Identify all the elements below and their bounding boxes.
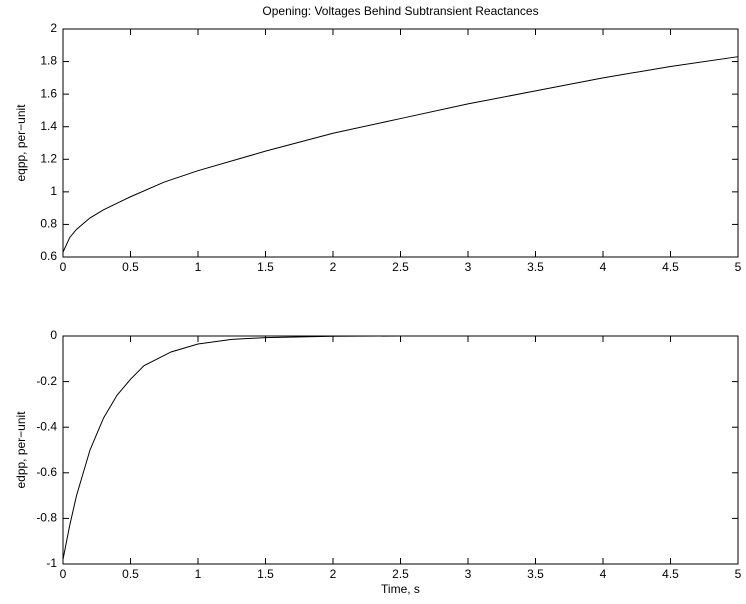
y-tick-label: 1.8 (40, 54, 57, 68)
y-tick-label: 2 (50, 21, 57, 35)
x-tick-label: 5 (735, 260, 742, 274)
y-tick-label: 0.8 (40, 217, 57, 231)
x-tick-label: 0 (60, 260, 67, 274)
x-tick-label: 0.5 (122, 567, 139, 581)
y-tick-label: -0.8 (36, 511, 57, 525)
y-tick-label: 1 (50, 184, 57, 198)
y-tick-label: -0.2 (36, 374, 57, 388)
x-tick-label: 3 (465, 260, 472, 274)
x-tick-label: 0 (60, 567, 67, 581)
x-tick-label: 4 (600, 260, 607, 274)
x-tick-label: 1 (195, 567, 202, 581)
x-tick-label: 1.5 (257, 567, 274, 581)
y-tick-label: 0.6 (40, 249, 57, 263)
x-tick-label: 3.5 (527, 567, 544, 581)
x-tick-label: 5 (735, 567, 742, 581)
x-tick-label: 2 (330, 567, 337, 581)
axes-box (62, 335, 739, 565)
line-series (62, 335, 738, 560)
y-tick-label: -1 (46, 556, 57, 570)
x-tick-label: 0.5 (122, 260, 139, 274)
x-axis-label: Time, s (381, 582, 420, 596)
y-tick-label: 1.2 (40, 151, 57, 165)
y-axis-label: eqpp, per−unit (14, 104, 28, 182)
x-tick-label: 2.5 (392, 567, 409, 581)
y-tick-label: 1.4 (40, 119, 57, 133)
y-tick-label: -0.6 (36, 465, 57, 479)
x-tick-label: 3 (465, 567, 472, 581)
line-series (62, 56, 739, 253)
x-tick-label: 1 (195, 260, 202, 274)
x-tick-label: 2 (330, 260, 337, 274)
y-tick-label: 0 (50, 328, 57, 342)
x-tick-label: 2.5 (392, 260, 409, 274)
y-tick-label: -0.4 (36, 419, 57, 433)
chart-title: Opening: Voltages Behind Subtransient Re… (262, 4, 538, 18)
x-tick-label: 4.5 (662, 567, 679, 581)
y-axis-label: edpp, per−unit (14, 411, 28, 489)
y-tick-label: 1.6 (40, 86, 57, 100)
axes-box (62, 28, 739, 258)
x-tick-label: 4 (600, 567, 607, 581)
x-tick-label: 4.5 (662, 260, 679, 274)
x-tick-label: 1.5 (257, 260, 274, 274)
x-tick-label: 3.5 (527, 260, 544, 274)
